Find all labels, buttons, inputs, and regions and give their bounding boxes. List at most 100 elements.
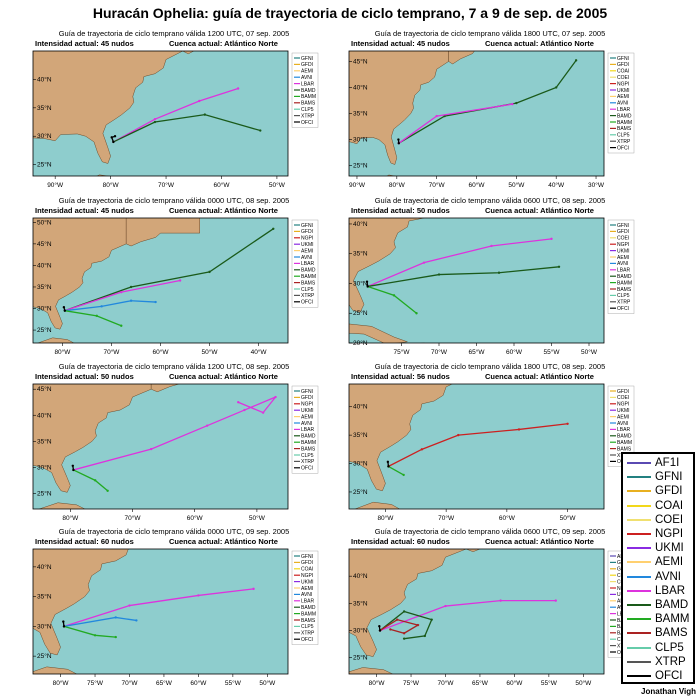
map-frame (348, 548, 605, 675)
lon-tick-label: 60°W (153, 348, 170, 356)
north-america-landmass (33, 549, 129, 656)
lat-tick-label: 45°N (37, 385, 52, 393)
lon-tick-label: 50°W (575, 679, 592, 687)
lat-tick-label: 45°N (37, 240, 52, 248)
lon-tick-label: 70°W (438, 514, 455, 522)
master-legend-item: LBAR (627, 584, 693, 598)
lat-tick-label: 35°N (353, 431, 368, 439)
panel-title: Guía de trayectoria de ciclo temprano vá… (58, 29, 290, 38)
track-point (259, 129, 262, 132)
lon-tick-label: 65°W (472, 679, 489, 687)
track-point (423, 634, 427, 638)
master-legend-item: XTRP (627, 655, 693, 669)
panel-legend-label: BAMS (301, 101, 316, 107)
lon-tick-label: 70°W (122, 679, 139, 687)
panel-legend-label: OFCI (301, 466, 313, 472)
lon-tick-label: 80°W (62, 514, 79, 522)
track-map: 80°W 70°W 60°W 50°W 45°N 40°N 35°N 30°N 25°N GFNI… (32, 383, 319, 522)
track-point (120, 290, 123, 294)
lon-tick-label: 50°W (581, 348, 598, 356)
master-legend-item: BAMS (627, 626, 693, 640)
panel-legend-label: BAMD (301, 605, 316, 611)
page-title: Huracán Ophelia: guía de trayectoria de … (92, 5, 608, 21)
legend-swatch (627, 462, 651, 464)
track-map: 80°W 70°W 60°W 50°W 40°W 50°N 45°N 40°N 35°N 30°N… (32, 217, 319, 356)
lon-tick-label: 75°W (394, 348, 411, 356)
panel-legend-label: OFCI (617, 306, 629, 312)
track-point (93, 634, 97, 637)
track-point (386, 460, 390, 464)
legend-label: BAMD (655, 599, 689, 611)
lon-tick-label: 80°W (377, 514, 394, 522)
lat-tick-label: 30°N (353, 627, 368, 635)
north-america-landmass (349, 218, 425, 313)
panel-legend (291, 550, 319, 645)
canada-maritimes-landmass (448, 51, 475, 65)
track-point (261, 411, 265, 414)
lat-tick-label: 25°N (37, 489, 52, 497)
panel-title: Guía de trayectoria de ciclo temprano vá… (374, 29, 606, 38)
master-legend-item: AEMI (627, 555, 693, 569)
legend-label: UKMI (655, 542, 684, 555)
track-bamd (113, 113, 261, 143)
track-point (153, 120, 157, 124)
lat-tick-label: 40°N (37, 261, 52, 269)
lon-tick-label: 70°W (429, 181, 446, 189)
lat-tick-label: 35°N (353, 599, 368, 607)
map-panel: Guía de trayectoria de ciclo temprano vá… (29, 196, 319, 366)
track-map: 80°W 70°W 60°W 50°W 40°N 35°N 30°N 25°N GFDICOEI… (348, 383, 635, 522)
track-map: 90°W 80°W 70°W 60°W 50°W 40°N 35°N 30°N 25°N GFNI… (32, 50, 319, 189)
lat-tick-label: 35°N (37, 283, 52, 291)
panel-intensity: Intensidad actual: 56 nudos (351, 372, 450, 381)
lon-tick-label: 60°W (187, 514, 204, 522)
lat-tick-label: 30°N (37, 132, 52, 140)
track-point (387, 465, 390, 468)
canada-maritimes-landmass (125, 218, 200, 247)
panel-title: Guía de trayectoria de ciclo temprano vá… (58, 362, 290, 371)
panel-legend-label: CLP5 (301, 624, 314, 630)
panel-legend-label: LBAR (617, 107, 630, 113)
lat-tick-label: 25°N (37, 652, 52, 660)
panel-legend-label: COAI (301, 567, 313, 573)
panel-legend-label: CLP5 (617, 133, 630, 139)
track-point (128, 604, 131, 607)
lat-tick-label: 20°N (353, 339, 368, 347)
map-frame (32, 50, 289, 177)
panel-legend-label: CLP5 (301, 287, 314, 293)
track-point (566, 422, 569, 425)
legend-label: XTRP (655, 655, 686, 668)
legend-label: BAMM (655, 613, 690, 626)
track-lbar (367, 238, 552, 288)
master-legend-item: AVNI (627, 570, 693, 584)
cuba-island (33, 666, 78, 674)
lat-tick-label: 40°N (37, 411, 52, 419)
panel-legend-label: AVNI (301, 592, 312, 598)
track-point (274, 395, 277, 399)
lon-tick-label: 80°W (369, 679, 386, 687)
lon-tick-label: 70°W (125, 514, 142, 522)
lon-tick-label: 80°W (54, 348, 71, 356)
lon-tick-label: 55°W (544, 348, 561, 356)
lon-tick-label: 75°W (87, 679, 104, 687)
lat-tick-label: 35°N (37, 104, 52, 112)
track-point (208, 270, 211, 274)
panel-legend-label: NGPI (301, 402, 313, 408)
panel-title: Guía de trayectoria de ciclo temprano vá… (374, 196, 606, 205)
hispaniola-island (98, 686, 139, 697)
lat-tick-label: 30°N (353, 136, 368, 144)
track-point (550, 237, 553, 241)
panel-legend-label: GFDI (301, 62, 313, 68)
track-point (402, 473, 405, 477)
panel-legend-label: AEMI (301, 586, 313, 592)
map-panel: Guía de trayectoria de ciclo temprano vá… (29, 527, 319, 697)
legend-swatch (627, 675, 651, 677)
track-point (378, 624, 381, 628)
lat-tick-label: 40°N (37, 563, 52, 571)
lon-tick-label: 60°W (499, 514, 516, 522)
track-point (397, 141, 401, 145)
panel-legend-label: UKMI (617, 248, 630, 254)
legend-swatch (627, 533, 651, 535)
north-america-landmass (349, 549, 467, 657)
panel-legend-label: UKMI (301, 579, 314, 585)
lon-tick-label: 75°W (403, 679, 420, 687)
